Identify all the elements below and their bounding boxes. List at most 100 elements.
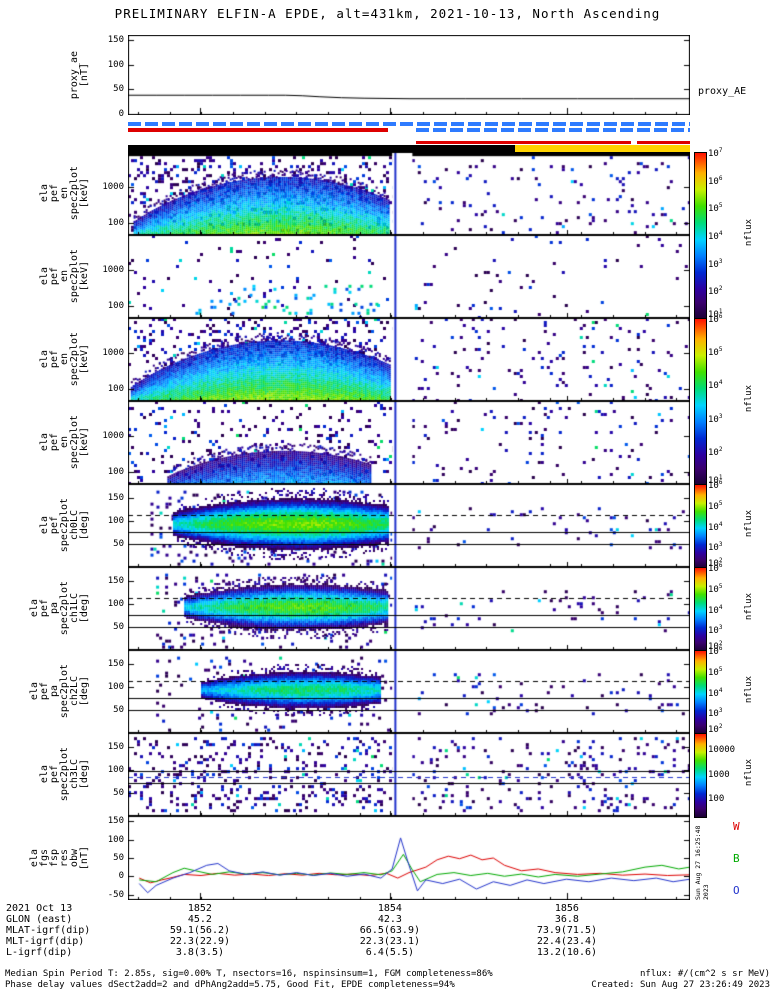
colorbar-2 <box>694 484 707 569</box>
footer-created-timestamp: Created: Sun Aug 27 23:26:49 2023 <box>591 980 770 990</box>
colorbar-tick: 103 <box>708 707 723 720</box>
obw-panel-ytick: -50 <box>107 889 124 900</box>
timebar-strip-row2-seg1 <box>415 128 690 132</box>
colorbar-tick: 102 <box>708 557 723 569</box>
obw-panel-ytick: 150 <box>107 816 124 827</box>
obw-panel-ytick: 100 <box>107 834 124 845</box>
colorbar-tick: 102 <box>708 445 723 458</box>
spectrogram-pa_ch3LC <box>128 733 690 816</box>
ephemeris-value: 45.2 <box>187 914 212 925</box>
colorbar-5 <box>694 733 707 818</box>
ephemeris-value: 13.2(10.6) <box>536 947 598 958</box>
time-tick-label: 1854 <box>377 903 402 914</box>
panel-ytick-en_spec_ch0: 100 <box>107 218 124 229</box>
panel-ytick-en_spec_ch3: 1000 <box>102 430 124 441</box>
panel-ytick-en_spec_ch1: 1000 <box>102 264 124 275</box>
panel-ylabel-pa_ch0LC: ela pef spec2plot ch0LC [deg] <box>4 484 90 567</box>
colorbar-tick: 105 <box>708 582 723 595</box>
ephemeris-value: 73.9(71.5) <box>536 925 598 936</box>
timebar-strip-row2-seg0 <box>128 128 388 132</box>
proxy-ae-panel-canvas <box>128 35 690 115</box>
ephemeris-value: 66.5(63.9) <box>359 925 420 936</box>
ephemeris-row-label: MLT-igrf(dip) <box>6 936 85 947</box>
colorbar-tick: 10000 <box>708 744 736 755</box>
spectrogram-pa_ch2LC <box>128 650 690 733</box>
colorbar-units-label: nflux <box>744 758 754 786</box>
panel-ytick-pa_ch3LC: 100 <box>107 764 124 775</box>
colorbar-3 <box>694 567 707 652</box>
panel-ylabel-en_spec_ch2: ela pef en spec2plot [keV] <box>4 318 90 401</box>
panel-ylabel-pa_ch1LC: ela pef pa spec2plot ch1LC [deg] <box>4 567 90 650</box>
obw-panel-ylabel: ela fgs fsp res obw [nT] <box>4 816 90 900</box>
colorbar-tick: 104 <box>708 520 723 533</box>
colorbar-tick: 101 <box>708 474 723 486</box>
panel-ytick-pa_ch2LC: 100 <box>107 681 124 692</box>
colorbar-tick: 105 <box>708 665 723 678</box>
spectrogram-en_spec_ch1 <box>128 235 690 318</box>
panel-ytick-en_spec_ch0: 1000 <box>102 181 124 192</box>
colorbar-0 <box>694 152 707 320</box>
proxy-ae-panel-ytick: 50 <box>113 84 124 95</box>
panel-ytick-pa_ch0LC: 50 <box>113 538 124 549</box>
obw-legend-W: W <box>733 820 740 833</box>
proxy-ae-panel-ytick: 100 <box>107 59 124 70</box>
panel-ylabel-pa_ch2LC: ela pef pa spec2plot ch2LC [deg] <box>4 650 90 733</box>
obw-panel-canvas <box>128 816 690 900</box>
colorbar-tick: 1000 <box>708 769 730 780</box>
colorbar-tick: 103 <box>708 541 723 554</box>
spectrogram-en_spec_ch0 <box>128 152 690 235</box>
obw-side-timestamp: Sun Aug 27 16:25:48 2023 <box>694 825 710 900</box>
ephemeris-row-label: MLAT-igrf(dip) <box>6 925 91 936</box>
colorbar-tick: 102 <box>708 723 723 735</box>
colorbar-tick: 104 <box>708 379 723 392</box>
panel-ytick-en_spec_ch2: 1000 <box>102 347 124 358</box>
panel-ytick-pa_ch2LC: 150 <box>107 658 124 669</box>
colorbar-tick: 105 <box>708 202 723 215</box>
colorbar-units-label: nflux <box>744 509 754 537</box>
footer-phase-delay-line: Phase delay values dSect2add=2 and dPhAn… <box>5 980 455 990</box>
ephemeris-value: 22.3(22.9) <box>169 936 231 947</box>
colorbar-tick: 102 <box>708 285 723 298</box>
panel-ytick-en_spec_ch1: 100 <box>107 301 124 312</box>
proxy-ae-panel-ytick: 0 <box>118 109 124 120</box>
panel-ytick-pa_ch0LC: 150 <box>107 492 124 503</box>
colorbar-tick: 106 <box>708 313 723 325</box>
colorbar-tick: 105 <box>708 499 723 512</box>
colorbar-4 <box>694 650 707 735</box>
panel-ylabel-en_spec_ch3: ela pef en spec2plot [keV] <box>4 401 90 484</box>
proxy-ae-panel-ylabel: proxy_ae [nT] <box>4 35 90 115</box>
panel-ytick-pa_ch0LC: 100 <box>107 515 124 526</box>
colorbar-tick: 104 <box>708 603 723 616</box>
panel-ylabel-pa_ch3LC: ela pef spec2plot ch3LC [deg] <box>4 733 90 816</box>
obw-panel-ytick: 0 <box>118 871 124 882</box>
time-tick-label: 1852 <box>187 903 212 914</box>
ephemeris-row-label: L-igrf(dip) <box>6 947 73 958</box>
panel-ytick-pa_ch1LC: 150 <box>107 575 124 586</box>
colorbar-units-label: nflux <box>744 675 754 703</box>
timebar-strip-row3-seg1 <box>636 141 690 144</box>
colorbar-tick: 106 <box>708 479 723 491</box>
timebar-strip-row4-seg0 <box>128 145 690 152</box>
colorbar-units-label: nflux <box>744 385 754 413</box>
obw-panel-ytick: 50 <box>113 853 124 863</box>
panel-ytick-pa_ch3LC: 150 <box>107 741 124 752</box>
colorbar-tick: 106 <box>708 562 723 574</box>
footer-units-note: nflux: #/(cm^2 s sr MeV) <box>639 969 770 979</box>
ephemeris-value: 22.3(23.1) <box>359 936 420 947</box>
panel-ytick-pa_ch2LC: 50 <box>113 704 124 715</box>
panel-ytick-en_spec_ch3: 100 <box>107 467 124 478</box>
plot-title: PRELIMINARY ELFIN-A EPDE, alt=431km, 202… <box>114 6 661 21</box>
ephemeris-value: 6.4(5.5) <box>365 947 414 958</box>
colorbar-units-label: nflux <box>744 219 754 247</box>
spectrogram-en_spec_ch2 <box>128 318 690 401</box>
colorbar-tick: 104 <box>708 686 723 699</box>
colorbar-tick: 103 <box>708 624 723 637</box>
proxy-ae-panel-ytick: 150 <box>107 34 124 45</box>
colorbar-tick: 103 <box>708 257 723 270</box>
timebar-strip-row1-seg0 <box>128 122 690 126</box>
ephemeris-row-label: GLON (east) <box>6 914 73 925</box>
colorbar-tick: 106 <box>708 174 723 187</box>
ephemeris-value: 42.3 <box>377 914 402 925</box>
colorbar-tick: 100 <box>708 794 725 805</box>
